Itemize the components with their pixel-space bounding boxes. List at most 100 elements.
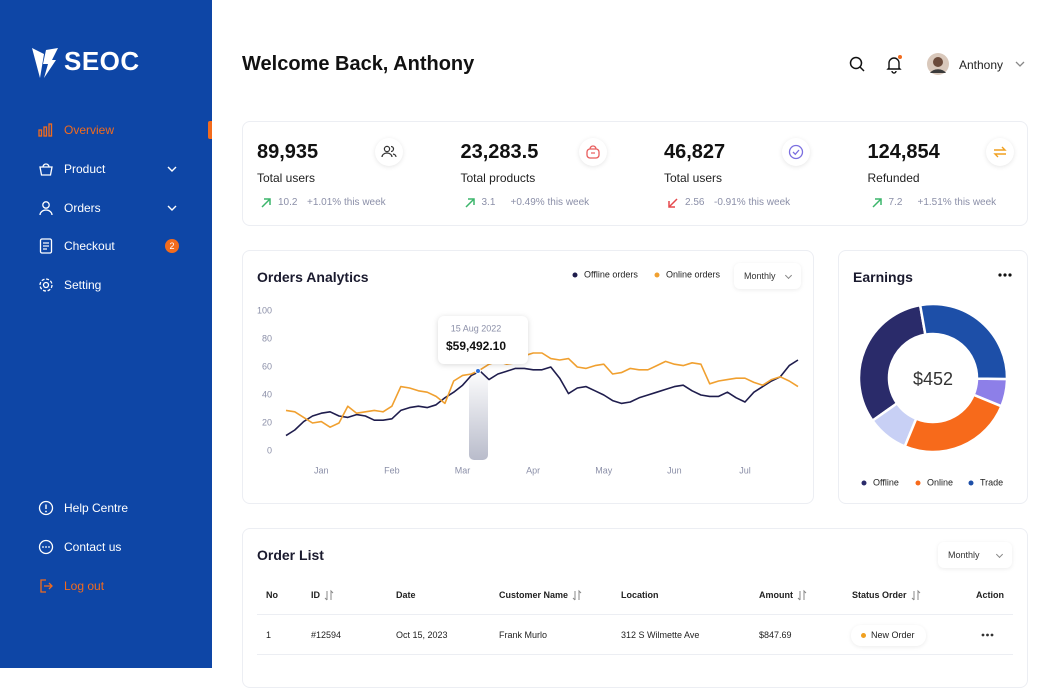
x-tick-label: Jun xyxy=(667,465,682,475)
x-tick-label: May xyxy=(595,465,613,475)
stat-note: -0.91% this week xyxy=(714,197,791,208)
table-cell: #12594 xyxy=(311,630,342,640)
sort-icon[interactable] xyxy=(795,587,813,605)
nav-icon[interactable] xyxy=(37,577,55,595)
legend-label: Offline xyxy=(873,477,899,487)
filter-dropdown[interactable]: Monthly xyxy=(734,263,801,289)
nav-item[interactable]: Setting xyxy=(64,278,102,292)
stat-change: 10.2 xyxy=(278,197,298,208)
column-header: Action xyxy=(976,590,1004,600)
table-cell: Oct 15, 2023 xyxy=(396,630,448,640)
column-header: ID xyxy=(311,590,320,600)
tooltip-value: $59,492.10 xyxy=(446,339,506,353)
nav-icon[interactable] xyxy=(37,276,55,294)
legend-swatch xyxy=(861,480,867,486)
stat-icon-bg xyxy=(578,138,607,166)
stat-icon-bg xyxy=(375,138,403,166)
search-icon[interactable] xyxy=(848,54,868,74)
status-pill xyxy=(851,625,926,646)
sort-icon[interactable] xyxy=(322,587,340,605)
notification-icon[interactable] xyxy=(884,54,904,74)
stat-label: Total users xyxy=(664,171,723,185)
x-tick-label: Mar xyxy=(455,465,471,475)
table-cell: 312 S Wilmette Ave xyxy=(621,630,700,640)
nav-item[interactable]: Product xyxy=(64,162,106,176)
sidebar: SEOC Overview Product Orders Checkout 2 Setti… xyxy=(0,0,212,668)
brand-logo xyxy=(32,48,58,78)
column-header: Customer Name xyxy=(499,590,569,600)
nav-item[interactable]: Overview xyxy=(64,123,115,137)
donut-center-label: $452 xyxy=(913,369,953,389)
legend-label: Offline orders xyxy=(584,269,638,279)
legend-label: Online xyxy=(927,477,953,487)
expand-chevron[interactable] xyxy=(164,199,182,217)
expand-chevron[interactable] xyxy=(164,160,182,178)
stat-icon-bg xyxy=(985,138,1014,166)
x-tick-label: Jul xyxy=(739,465,751,475)
donut-segment xyxy=(870,401,918,449)
stat-value: 89,935 xyxy=(257,141,319,163)
trend-arrow xyxy=(464,198,475,208)
column-header: Amount xyxy=(759,590,793,600)
y-tick-label: 40 xyxy=(262,389,272,399)
y-tick-label: 80 xyxy=(262,333,272,343)
nav-badge: 2 xyxy=(165,239,179,253)
trend-arrow xyxy=(871,198,882,208)
donut-segment xyxy=(857,303,927,423)
nav-icon[interactable] xyxy=(37,121,55,139)
trend-arrow xyxy=(668,198,678,208)
user-name[interactable]: Anthony xyxy=(959,58,1004,72)
y-tick-label: 60 xyxy=(262,361,272,371)
stat-value: 23,283.5 xyxy=(460,141,539,163)
nav-icon[interactable] xyxy=(37,538,55,556)
stat-note: +1.51% this week xyxy=(917,197,997,208)
stat-value: 124,854 xyxy=(867,141,940,163)
stat-icon xyxy=(992,146,1007,158)
more-icon[interactable] xyxy=(997,271,1013,279)
x-tick-label: Apr xyxy=(526,465,540,475)
nav-icon[interactable] xyxy=(37,499,55,517)
active-indicator xyxy=(208,121,212,139)
nav-icon[interactable] xyxy=(37,199,55,217)
x-tick-label: Feb xyxy=(384,465,400,475)
tooltip-date: 15 Aug 2022 xyxy=(451,323,502,333)
x-tick-label: Jan xyxy=(314,465,329,475)
nav-icon[interactable] xyxy=(37,160,55,178)
stat-icon xyxy=(585,145,600,159)
nav-icon[interactable] xyxy=(37,237,55,255)
stat-label: Total users xyxy=(257,171,316,185)
column-header: No xyxy=(266,590,278,600)
legend-swatch xyxy=(968,480,974,486)
stat-icon xyxy=(788,144,804,160)
column-header: Location xyxy=(621,590,659,600)
nav-item[interactable]: Log out xyxy=(64,579,105,593)
user-menu-chevron[interactable] xyxy=(1014,60,1026,70)
donut-segment xyxy=(903,393,1004,454)
card-title: Orders Analytics xyxy=(257,269,369,285)
user-avatar[interactable] xyxy=(927,53,949,75)
legend-swatch xyxy=(915,480,921,486)
table-cell: Frank Murlo xyxy=(499,630,548,640)
status-text: New Order xyxy=(871,630,915,640)
tooltip-box xyxy=(438,316,528,364)
nav-item[interactable]: Checkout xyxy=(64,239,115,253)
hover-point xyxy=(475,368,481,374)
sort-icon[interactable] xyxy=(909,587,927,605)
order-list-card: Order List Monthly No ID Date Customer Name… xyxy=(242,528,1028,688)
filter-dropdown[interactable]: Monthly xyxy=(938,542,1012,568)
donut-segment xyxy=(918,302,1009,381)
donut-segment xyxy=(972,377,1009,408)
stat-label: Total products xyxy=(460,171,536,185)
nav-item[interactable]: Help Centre xyxy=(64,501,129,515)
row-action[interactable] xyxy=(980,626,998,644)
hover-highlight xyxy=(469,368,488,460)
stat-change: 7.2 xyxy=(888,197,903,208)
stat-note: +0.49% this week xyxy=(510,197,590,208)
page: { "sidebar": { "brand": "SEOC", "nav": [… xyxy=(0,0,1048,668)
brand-name: SEOC xyxy=(64,46,140,76)
nav-item[interactable]: Contact us xyxy=(64,540,122,554)
sort-icon[interactable] xyxy=(570,587,588,605)
legend-label: Trade xyxy=(980,477,1003,487)
nav-item[interactable]: Orders xyxy=(64,201,101,215)
legend-swatch xyxy=(572,272,578,278)
